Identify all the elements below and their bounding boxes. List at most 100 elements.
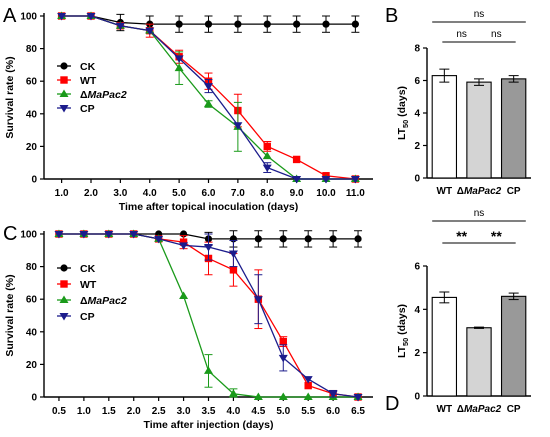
x-tick-label: 6.5 — [351, 406, 365, 417]
data-point — [253, 296, 263, 304]
y-axis-label: Survival rate (%) — [4, 274, 16, 356]
panel-letter: A — [3, 5, 17, 27]
y-tick-label: 100 — [20, 230, 37, 241]
x-tick-label: 8.0 — [260, 188, 274, 199]
legend: CK WT ΔMaPac2 CP — [57, 61, 127, 115]
series-cp — [54, 231, 363, 402]
y-axis-label: LT50 (days) — [396, 304, 410, 358]
x-tick-label: 4.0 — [226, 406, 240, 417]
bar — [466, 327, 492, 397]
y-axis-label: LT50 (days) — [396, 86, 410, 140]
series-ck — [58, 12, 360, 33]
data-point — [204, 99, 213, 108]
data-point — [179, 291, 189, 299]
x-axis-label: Time after injection (days) — [144, 419, 274, 431]
data-point — [321, 176, 331, 184]
x-tick-label: 6.0 — [326, 406, 340, 417]
y-tick-label: 6 — [414, 262, 420, 273]
y-tick-label: 2 — [414, 141, 420, 152]
legend-label: WT — [80, 279, 97, 291]
data-point — [292, 155, 301, 164]
data-point — [233, 122, 243, 130]
x-tick-label: 0.5 — [52, 406, 66, 417]
panel-d: D 0 2 4 6 LT50 (days) WT ΔMaPac2 CP ns ** ** — [385, 208, 531, 415]
panel-letter: C — [3, 223, 17, 245]
bar — [431, 75, 458, 179]
data-point — [154, 235, 164, 244]
x-tick-label: CP — [507, 404, 521, 415]
x-tick-label: 1.0 — [77, 406, 91, 417]
y-tick-label: 8 — [414, 44, 420, 55]
data-point — [279, 337, 287, 346]
x-tick-label: 2.0 — [127, 406, 141, 417]
legend-marker — [60, 76, 68, 84]
x-tick-label: 4.5 — [251, 406, 265, 417]
legend-label: CP — [80, 311, 95, 323]
y-tick-label: 0 — [31, 393, 37, 404]
legend-marker — [60, 62, 68, 70]
x-tick-label: 1.0 — [55, 188, 69, 199]
legend-label: ΔMaPac2 — [80, 89, 127, 101]
significance-label: ** — [491, 228, 502, 244]
data-point — [279, 235, 287, 243]
x-tick-label: CP — [507, 186, 521, 197]
data-point — [263, 142, 271, 151]
data-point — [303, 376, 313, 384]
data-point — [174, 55, 184, 63]
legend-label: CK — [80, 61, 96, 73]
y-tick-label: 40 — [26, 327, 38, 338]
data-point — [354, 235, 362, 243]
data-point — [54, 231, 64, 239]
data-point — [129, 231, 139, 239]
significance-label: ** — [456, 228, 467, 244]
y-tick-label: 0 — [414, 174, 420, 185]
significance-label: ns — [491, 29, 502, 40]
y-tick-label: 4 — [414, 109, 420, 120]
data-point — [179, 242, 189, 250]
data-point — [204, 244, 213, 252]
y-tick-label: 20 — [26, 142, 38, 153]
legend-marker — [59, 89, 69, 97]
data-point — [115, 22, 125, 31]
x-tick-label: 2.0 — [84, 188, 98, 199]
data-point — [234, 20, 242, 28]
data-point — [262, 151, 272, 160]
x-tick-label: 6.0 — [202, 188, 216, 199]
data-point — [263, 20, 271, 28]
data-point — [322, 20, 330, 28]
bar — [500, 78, 527, 179]
data-point — [350, 176, 360, 184]
data-point — [204, 83, 213, 91]
x-tick-label: 5.0 — [172, 188, 186, 199]
bar — [466, 81, 492, 179]
data-point — [229, 266, 238, 274]
panel-letter: D — [385, 393, 399, 415]
data-point — [351, 20, 359, 28]
legend-label: WT — [80, 75, 97, 87]
legend-marker — [59, 105, 69, 113]
x-tick-label: WT — [437, 404, 453, 415]
data-point — [57, 13, 67, 21]
x-tick-label: ΔMaPac2 — [457, 404, 502, 415]
data-point — [204, 20, 213, 28]
data-point — [79, 231, 89, 239]
data-point — [278, 354, 288, 363]
legend-label: CP — [80, 103, 95, 115]
legend-marker — [59, 313, 69, 321]
y-tick-label: 20 — [26, 360, 38, 371]
series-cp — [57, 13, 360, 184]
data-point — [175, 20, 183, 28]
data-point — [293, 20, 301, 28]
x-tick-label: 3.0 — [113, 188, 127, 199]
y-tick-label: 60 — [26, 77, 38, 88]
x-axis-label: Time after topical inoculation (days) — [119, 201, 299, 213]
data-point — [228, 250, 238, 259]
x-tick-label: 4.0 — [143, 188, 157, 199]
y-tick-label: 2 — [414, 348, 420, 359]
data-point — [228, 389, 238, 397]
x-tick-label: 9.0 — [290, 188, 304, 199]
x-tick-label: 7.0 — [231, 188, 245, 199]
legend-label: ΔMaPac2 — [80, 295, 127, 307]
data-point — [262, 164, 272, 173]
